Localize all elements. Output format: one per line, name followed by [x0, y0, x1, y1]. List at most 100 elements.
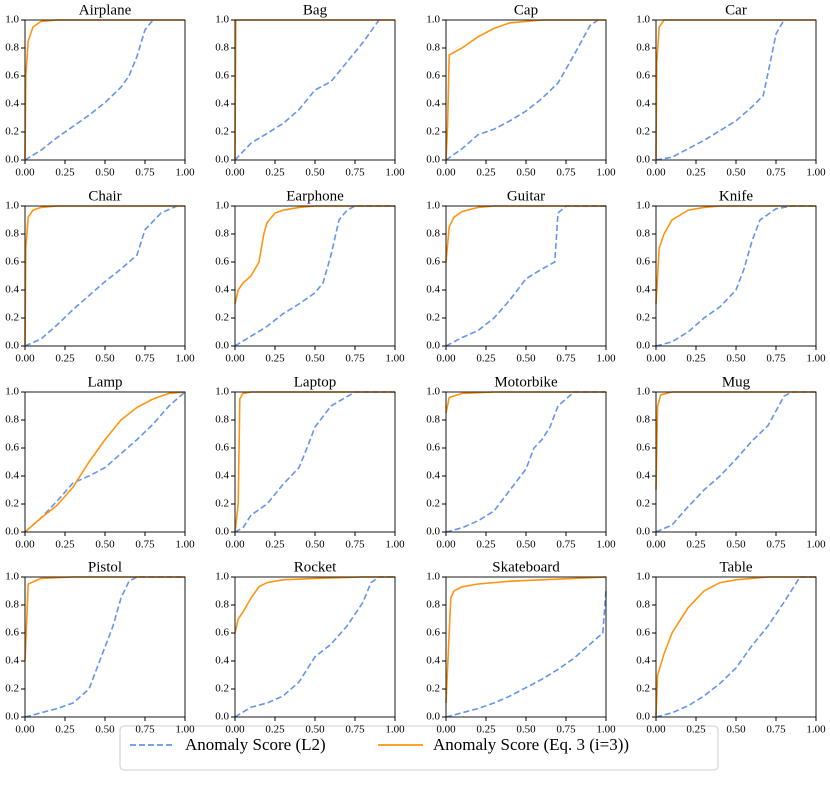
y-tick-label: 0.8 [5, 228, 19, 240]
x-tick-label: 0.75 [345, 539, 365, 551]
x-tick-label: 0.25 [55, 539, 75, 551]
y-tick-label: 0.0 [215, 711, 229, 723]
x-tick-label: 1.00 [385, 539, 405, 551]
y-tick-label: 0.6 [215, 627, 229, 639]
x-tick-label: 0.50 [726, 724, 746, 736]
legend-box [119, 725, 719, 771]
panel-title: Skateboard [492, 559, 560, 575]
panel-title: Bag [303, 2, 328, 18]
y-tick-label: 1.0 [636, 571, 650, 583]
y-tick-label: 0.6 [636, 627, 650, 639]
y-tick-label: 0.2 [426, 126, 440, 138]
x-tick-label: 0.25 [686, 539, 706, 551]
curve [24, 205, 178, 347]
axes-frame [655, 391, 817, 533]
y-tick-label: 0.6 [5, 442, 19, 454]
x-tick-label: 0.50 [305, 353, 325, 365]
y-tick-label: 0.2 [5, 126, 19, 138]
y-tick-label: 1.0 [5, 571, 19, 583]
x-tick-label: 0.50 [516, 724, 536, 736]
x-tick-label: 0.25 [476, 167, 496, 179]
curve [234, 576, 395, 718]
y-tick-label: 0.8 [215, 599, 229, 611]
curve [24, 19, 154, 161]
x-tick-label: 0.50 [726, 167, 746, 179]
curve [234, 391, 395, 533]
x-tick-label: 0.00 [646, 539, 666, 551]
x-tick-label: 0.50 [95, 724, 115, 736]
panel-title: Airplane [79, 2, 132, 18]
x-tick-label: 1.00 [385, 724, 405, 736]
y-tick-label: 0.8 [426, 599, 440, 611]
y-tick-label: 0.6 [636, 442, 650, 454]
y-tick-label: 0.8 [5, 414, 19, 426]
panel-title: Guitar [507, 188, 545, 204]
legend-label: Anomaly Score (L2) [185, 735, 326, 754]
y-tick-label: 0.6 [636, 70, 650, 82]
x-tick-label: 0.50 [726, 539, 746, 551]
x-tick-label: 0.00 [436, 167, 456, 179]
y-tick-label: 0.2 [426, 312, 440, 324]
panel-title: Knife [719, 188, 753, 204]
x-tick-label: 0.75 [135, 539, 155, 551]
y-tick-label: 0.8 [215, 414, 229, 426]
y-tick-label: 0.2 [426, 498, 440, 510]
x-tick-label: 0.50 [305, 167, 325, 179]
x-tick-label: 0.75 [766, 724, 786, 736]
y-tick-label: 0.4 [215, 655, 229, 667]
panel-title: Cap [514, 2, 538, 18]
x-tick-label: 1.00 [806, 353, 826, 365]
y-tick-label: 0.0 [5, 154, 19, 166]
panel-title: Car [725, 2, 747, 18]
curve [234, 576, 395, 634]
y-tick-label: 0.8 [636, 228, 650, 240]
axes-frame [445, 576, 607, 718]
x-tick-label: 0.25 [476, 353, 496, 365]
y-tick-label: 0.0 [5, 526, 19, 538]
y-tick-label: 0.6 [426, 442, 440, 454]
x-tick-label: 1.00 [175, 539, 195, 551]
y-tick-label: 0.0 [636, 711, 650, 723]
y-tick-label: 0.4 [5, 284, 19, 296]
x-tick-label: 0.25 [55, 167, 75, 179]
y-tick-label: 0.6 [5, 256, 19, 268]
curve [234, 19, 380, 161]
y-tick-label: 0.0 [426, 711, 440, 723]
x-tick-label: 0.00 [646, 167, 666, 179]
y-tick-label: 0.2 [215, 312, 229, 324]
y-tick-label: 1.0 [426, 571, 440, 583]
y-tick-label: 0.6 [636, 256, 650, 268]
x-tick-label: 1.00 [596, 724, 616, 736]
y-tick-label: 0.2 [636, 683, 650, 695]
y-tick-label: 0.2 [636, 126, 650, 138]
curve [655, 19, 785, 161]
panel-title: Pistol [88, 559, 122, 575]
x-tick-label: 0.50 [516, 353, 536, 365]
panel-title: Laptop [294, 374, 337, 390]
x-tick-label: 1.00 [806, 539, 826, 551]
y-tick-label: 0.2 [215, 683, 229, 695]
x-tick-label: 0.75 [556, 539, 576, 551]
curve [445, 205, 606, 263]
curve [445, 391, 606, 533]
x-tick-label: 0.75 [345, 353, 365, 365]
x-tick-label: 1.00 [596, 539, 616, 551]
x-tick-label: 0.25 [686, 353, 706, 365]
y-tick-label: 0.4 [215, 98, 229, 110]
x-tick-label: 1.00 [175, 353, 195, 365]
y-tick-label: 0.2 [636, 498, 650, 510]
curve [445, 590, 607, 718]
axes-frame [234, 576, 396, 718]
curve [234, 205, 395, 347]
curve [234, 205, 395, 305]
curve [445, 576, 607, 704]
y-tick-label: 0.4 [636, 470, 650, 482]
curve [445, 391, 606, 414]
y-tick-label: 0.0 [426, 526, 440, 538]
x-tick-label: 0.25 [686, 167, 706, 179]
y-tick-label: 0.4 [5, 98, 19, 110]
y-tick-label: 0.0 [215, 526, 229, 538]
x-tick-label: 1.00 [596, 167, 616, 179]
y-tick-label: 1.0 [426, 386, 440, 398]
